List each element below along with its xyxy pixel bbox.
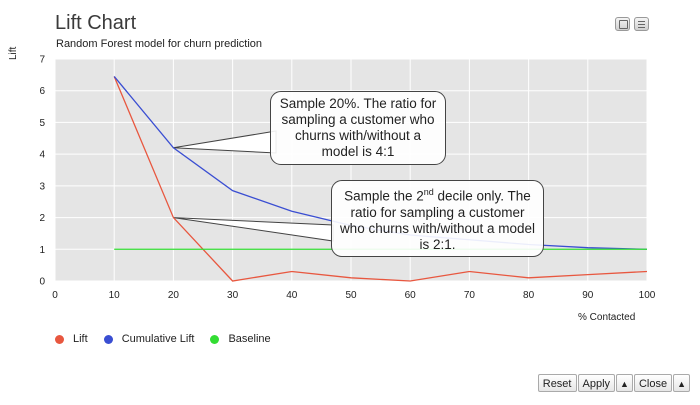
y-tick-label: 0 <box>39 277 45 288</box>
print-icon[interactable] <box>634 17 649 31</box>
y-tick-label: 7 <box>39 55 45 66</box>
legend-swatch <box>55 334 64 344</box>
x-tick-label: 100 <box>639 290 656 301</box>
x-tick-label: 50 <box>345 290 357 301</box>
x-tick-label: 10 <box>109 290 121 301</box>
y-tick-label: 4 <box>39 150 45 161</box>
chart-title: Lift Chart <box>55 12 137 34</box>
chart-subtitle: Random Forest model for churn prediction <box>56 38 263 50</box>
legend-swatch <box>210 334 220 344</box>
legend-item-cumulative-lift[interactable]: Cumulative Lift <box>103 333 195 345</box>
legend-item-lift[interactable]: Lift <box>55 333 88 345</box>
annotation-text-part: decile only. The ratio for sampling a cu… <box>339 188 536 252</box>
annotation-text: Sample the 2nd decile only. The ratio fo… <box>338 184 537 253</box>
close-button[interactable]: Close <box>633 374 673 392</box>
x-axis-label: % Contacted <box>578 312 636 323</box>
y-tick-label: 1 <box>39 245 45 256</box>
annotation-text: Sample 20%. The ratio for sampling a cus… <box>279 96 437 159</box>
x-tick-label: 80 <box>523 290 535 301</box>
annotation-sample-20: Sample 20%. The ratio for sampling a cus… <box>270 91 446 165</box>
close-options-toggle[interactable]: ▲ <box>673 374 690 392</box>
x-tick-label: 40 <box>286 290 298 301</box>
x-tick-label: 60 <box>405 290 417 301</box>
y-tick-label: 3 <box>39 181 45 192</box>
annotation-second-decile: Sample the 2nd decile only. The ratio fo… <box>331 180 544 257</box>
y-tick-label: 2 <box>39 213 45 224</box>
x-tick-label: 30 <box>227 290 239 301</box>
y-tick-label: 5 <box>39 118 45 129</box>
apply-options-toggle[interactable]: ▲ <box>616 374 633 392</box>
y-tick-label: 6 <box>39 86 45 97</box>
export-icon[interactable] <box>615 17 630 31</box>
legend: Lift Cumulative Lift Baseline <box>55 333 287 345</box>
x-tick-label: 70 <box>464 290 476 301</box>
reset-button[interactable]: Reset <box>537 374 577 392</box>
legend-label: Lift <box>73 333 88 345</box>
annotation-superscript: nd <box>423 187 434 198</box>
legend-label: Cumulative Lift <box>121 333 195 345</box>
legend-label: Baseline <box>228 333 271 345</box>
chart-controls: Reset Apply ▲ Close ▲ <box>537 374 690 392</box>
legend-item-baseline[interactable]: Baseline <box>210 333 271 345</box>
x-tick-label: 0 <box>52 290 58 301</box>
legend-swatch <box>103 334 113 344</box>
annotation-text-part: Sample the 2 <box>344 188 424 204</box>
x-tick-label: 90 <box>582 290 594 301</box>
x-tick-label: 20 <box>168 290 180 301</box>
apply-button[interactable]: Apply <box>577 374 616 392</box>
chart-toolbar <box>615 17 649 31</box>
